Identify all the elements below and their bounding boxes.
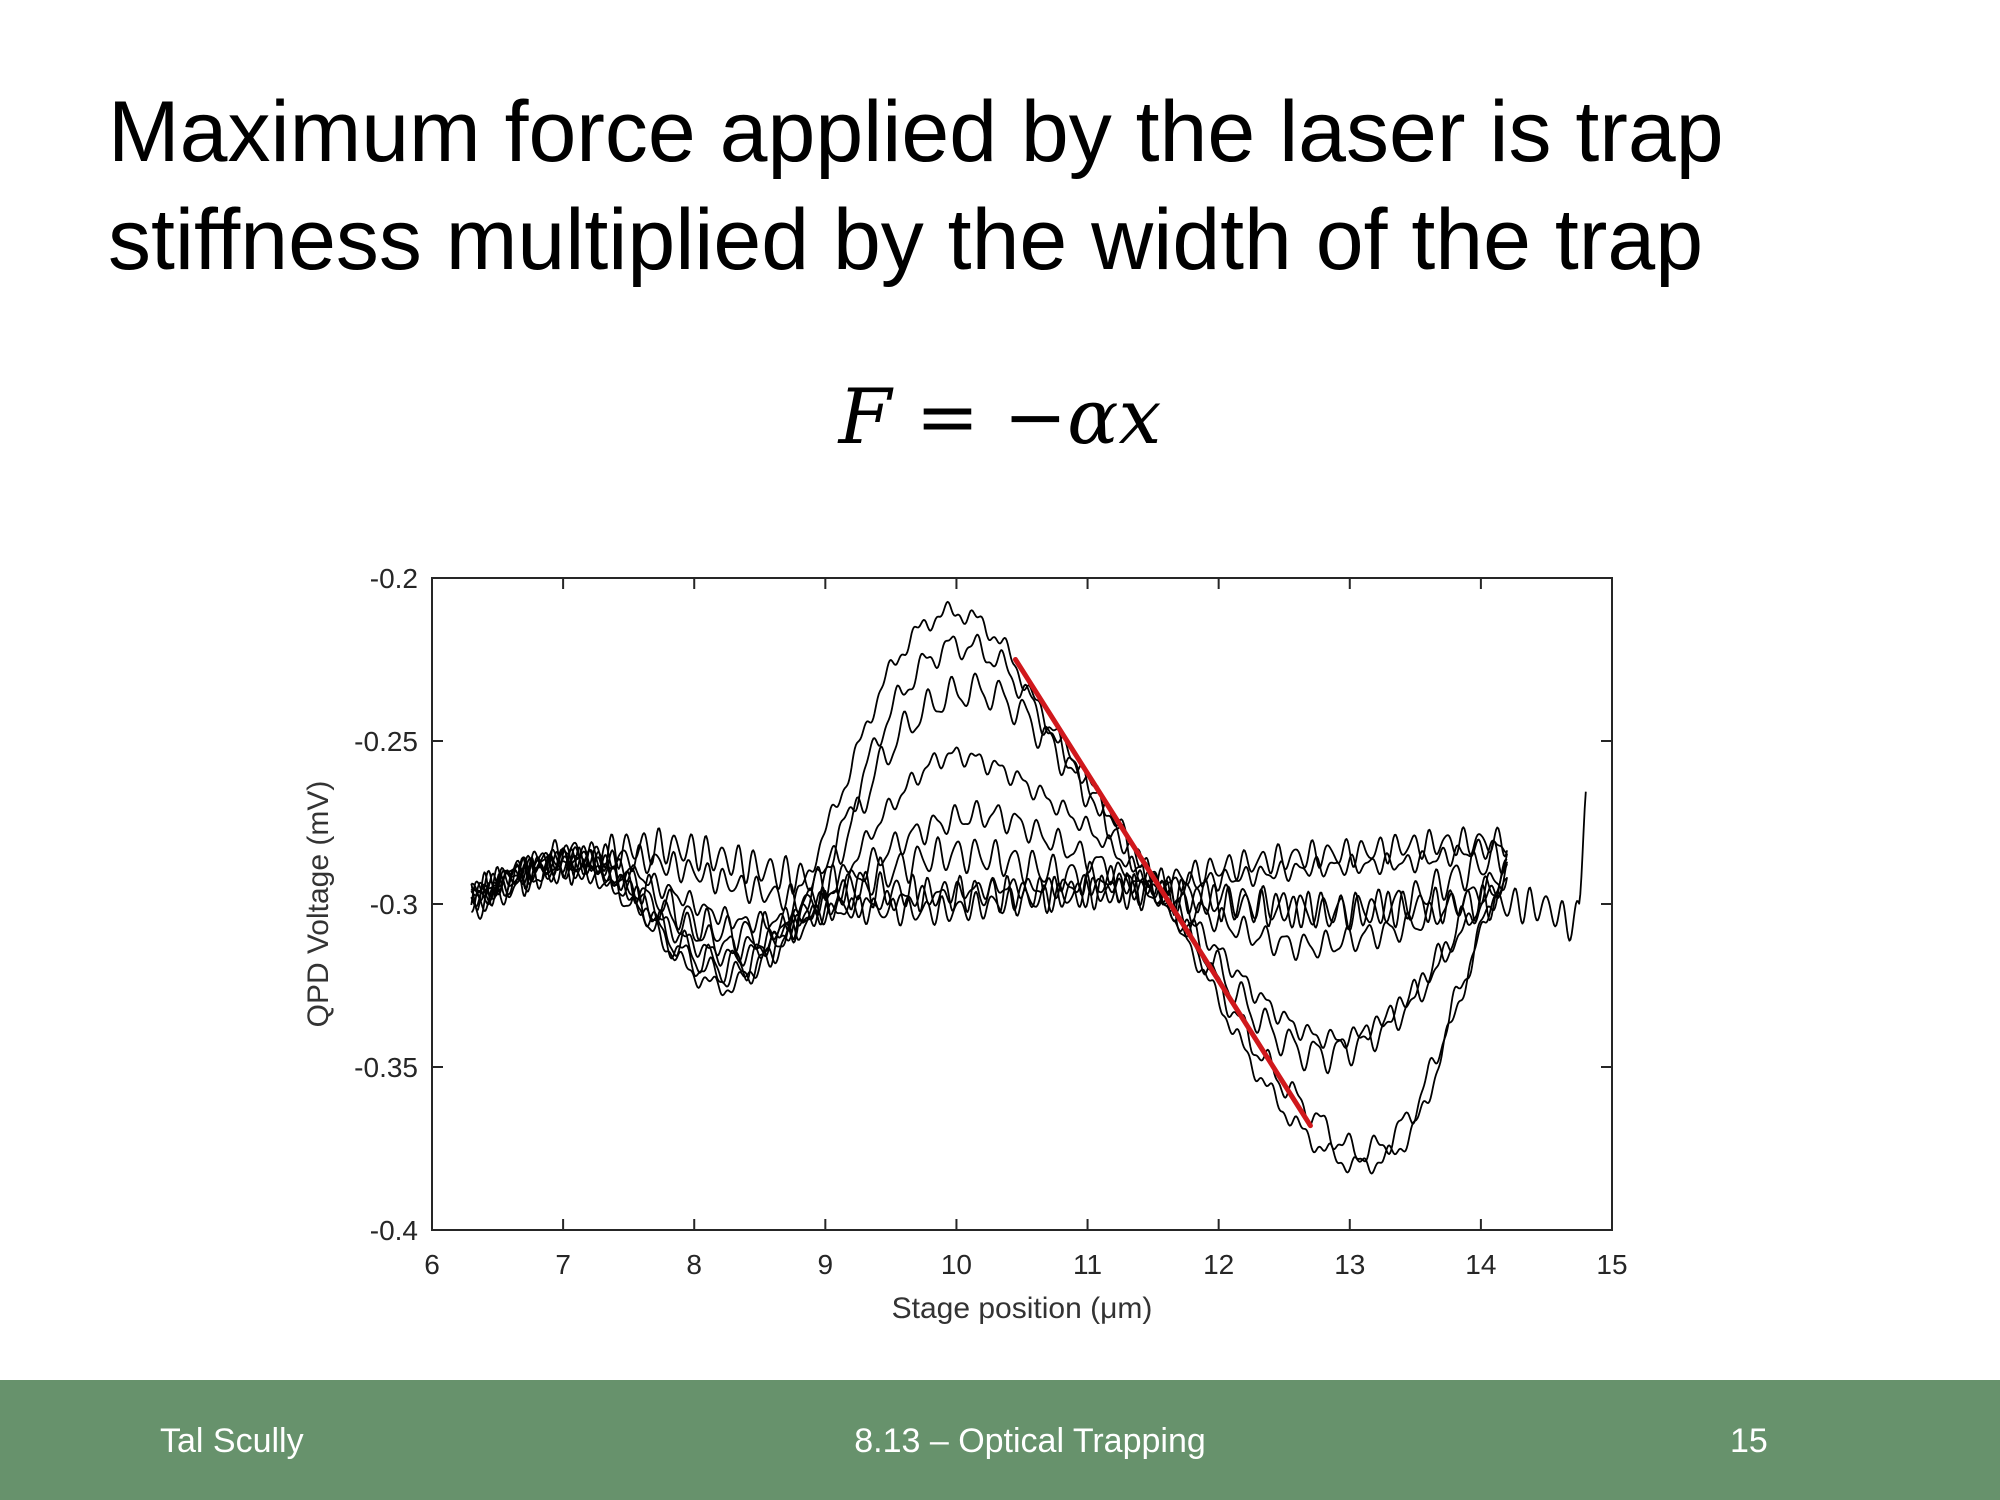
equation-rhs: αx xyxy=(1067,372,1162,461)
x-tick-label: 7 xyxy=(555,1249,571,1280)
x-tick-label: 6 xyxy=(424,1249,440,1280)
footer-page-number: 15 xyxy=(1730,1422,1768,1460)
title-line-1: Maximum force applied by the laser is tr… xyxy=(108,84,1724,180)
x-tick-label: 14 xyxy=(1465,1249,1496,1280)
x-tick-label: 15 xyxy=(1596,1249,1627,1280)
equation-equals: = xyxy=(915,372,980,461)
chart-fit-line xyxy=(1012,657,1313,1129)
x-axis-label: Stage position (μm) xyxy=(892,1292,1153,1325)
series-line-1 xyxy=(470,600,1508,1175)
equation-minus: − xyxy=(1003,372,1068,461)
footer-author: Tal Scully xyxy=(160,1422,304,1460)
series-line-8 xyxy=(471,826,1508,927)
title-line-2: stiffness multiplied by the width of the… xyxy=(108,192,1704,288)
x-tick-label: 10 xyxy=(941,1249,972,1280)
y-tick-label: -0.35 xyxy=(354,1052,418,1083)
chart-traces xyxy=(470,600,1587,1175)
series-line-6 xyxy=(470,836,1508,953)
series-line-3 xyxy=(470,672,1508,1075)
slide-title: Maximum force applied by the laser is tr… xyxy=(108,78,1928,294)
x-tick-label: 11 xyxy=(1073,1249,1102,1280)
equation-lhs: F xyxy=(838,372,892,461)
footer-course: 8.13 – Optical Trapping xyxy=(854,1422,1206,1460)
force-equation: F = −αx xyxy=(0,372,2000,461)
linear-fit-line xyxy=(1012,657,1313,1129)
y-tick-label: -0.3 xyxy=(370,889,418,920)
x-tick-label: 12 xyxy=(1203,1249,1234,1280)
x-tick-label: 8 xyxy=(686,1249,702,1280)
y-tick-label: -0.2 xyxy=(370,563,418,594)
chart-axes: 6 7 8 9 10 11 12 13 14 15 -0.2 -0.25 -0.3 -0.35 -0.4 St… xyxy=(302,563,1628,1325)
series-line-5 xyxy=(471,800,1508,963)
x-tick-label: 13 xyxy=(1334,1249,1365,1280)
x-tick-label: 9 xyxy=(818,1249,834,1280)
y-tick-label: -0.4 xyxy=(370,1215,418,1246)
plot-frame xyxy=(431,577,1613,1231)
y-tick-label: -0.25 xyxy=(354,726,418,757)
footer-bar: Tal Scully 8.13 – Optical Trapping 15 xyxy=(0,1380,2000,1500)
y-axis-label: QPD Voltage (mV) xyxy=(302,781,335,1028)
series-line-9 xyxy=(470,791,1587,942)
